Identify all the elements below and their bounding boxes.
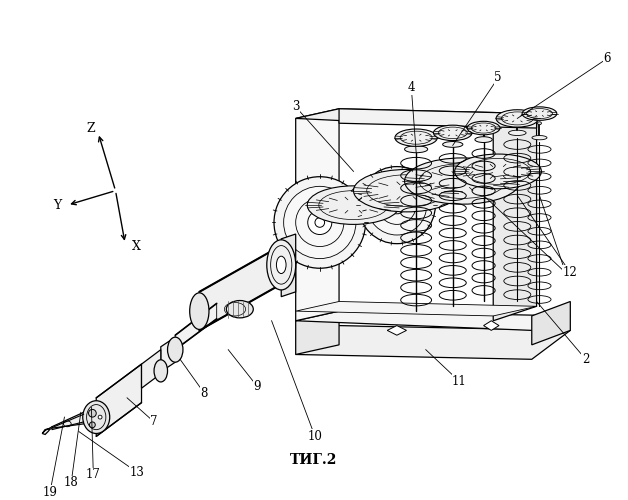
Text: 10: 10 <box>308 430 322 443</box>
Ellipse shape <box>307 186 400 224</box>
Text: 13: 13 <box>129 466 144 478</box>
Text: 12: 12 <box>563 266 578 279</box>
Text: 18: 18 <box>64 476 78 489</box>
Polygon shape <box>42 412 84 434</box>
Ellipse shape <box>404 158 520 204</box>
Text: Y: Y <box>53 198 62 211</box>
Text: 11: 11 <box>452 375 467 388</box>
Polygon shape <box>296 311 570 330</box>
Polygon shape <box>296 311 339 354</box>
Ellipse shape <box>168 337 183 362</box>
Ellipse shape <box>359 166 435 244</box>
Text: ΤИГ.2: ΤИГ.2 <box>290 454 338 468</box>
Ellipse shape <box>274 176 365 268</box>
Text: 6: 6 <box>603 52 610 65</box>
Ellipse shape <box>522 107 557 120</box>
Ellipse shape <box>226 300 253 318</box>
Text: 5: 5 <box>494 72 502 85</box>
Text: 9: 9 <box>254 380 261 393</box>
Ellipse shape <box>89 410 96 417</box>
Ellipse shape <box>388 196 406 214</box>
Ellipse shape <box>284 186 356 258</box>
Ellipse shape <box>433 125 472 140</box>
Text: 2: 2 <box>582 353 590 366</box>
Polygon shape <box>339 109 536 128</box>
Polygon shape <box>175 304 217 350</box>
Text: 7: 7 <box>150 416 158 428</box>
Polygon shape <box>484 321 499 330</box>
Text: X: X <box>133 240 141 253</box>
Polygon shape <box>532 302 570 345</box>
Polygon shape <box>387 326 406 335</box>
Ellipse shape <box>467 122 500 135</box>
Polygon shape <box>281 234 296 296</box>
Polygon shape <box>199 246 281 330</box>
Polygon shape <box>96 364 141 436</box>
Polygon shape <box>141 350 161 388</box>
Text: Z: Z <box>86 122 95 134</box>
Text: 8: 8 <box>200 386 208 400</box>
Ellipse shape <box>367 176 427 235</box>
Ellipse shape <box>443 142 463 148</box>
Polygon shape <box>296 326 570 360</box>
Ellipse shape <box>496 110 539 127</box>
Ellipse shape <box>404 146 428 152</box>
Ellipse shape <box>414 134 418 138</box>
Text: 19: 19 <box>43 486 57 499</box>
Polygon shape <box>296 302 536 316</box>
Ellipse shape <box>89 422 95 428</box>
Polygon shape <box>161 337 175 372</box>
Polygon shape <box>296 109 536 128</box>
Ellipse shape <box>455 154 541 188</box>
Ellipse shape <box>276 256 286 274</box>
Ellipse shape <box>450 129 455 133</box>
Ellipse shape <box>475 136 492 142</box>
Ellipse shape <box>516 117 519 120</box>
Ellipse shape <box>308 210 332 234</box>
Ellipse shape <box>154 360 168 382</box>
Ellipse shape <box>395 129 437 146</box>
Ellipse shape <box>538 122 541 124</box>
Ellipse shape <box>190 293 209 330</box>
Text: 3: 3 <box>292 100 300 114</box>
Ellipse shape <box>267 240 296 290</box>
Ellipse shape <box>98 415 102 419</box>
Ellipse shape <box>377 186 416 224</box>
Ellipse shape <box>481 124 486 128</box>
Text: 4: 4 <box>408 81 415 94</box>
Ellipse shape <box>315 218 325 228</box>
Ellipse shape <box>354 170 460 212</box>
Ellipse shape <box>83 400 110 434</box>
Ellipse shape <box>509 130 526 136</box>
Ellipse shape <box>532 136 547 140</box>
Ellipse shape <box>296 198 344 246</box>
Polygon shape <box>493 114 536 321</box>
Text: 17: 17 <box>86 468 100 481</box>
Polygon shape <box>296 109 339 321</box>
Polygon shape <box>42 426 52 434</box>
